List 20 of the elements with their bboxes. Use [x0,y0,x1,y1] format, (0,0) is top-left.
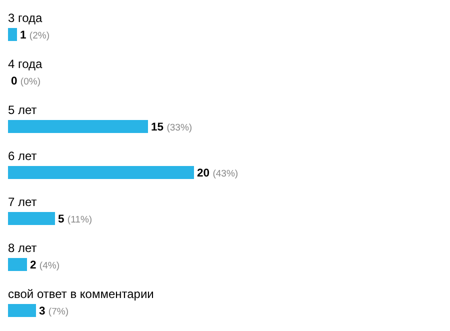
data-label: 20 (43%) [197,167,238,180]
data-label: 3 (7%) [39,305,69,318]
bar [8,28,17,41]
bar [8,120,148,133]
y-tick-label: 7 лет [8,195,38,209]
data-label: 5 (11%) [58,213,92,226]
y-tick-label: 8 лет [8,241,38,255]
bar [8,304,36,317]
y-tick-label: 3 года [8,11,43,25]
y-tick-label: 5 лет [8,103,38,117]
data-label: 1 (2%) [20,29,50,42]
data-label: 15 (33%) [151,121,192,134]
bar [8,166,194,179]
y-tick-label: свой ответ в комментарии [8,287,154,301]
bar [8,258,27,271]
y-tick-label: 4 года [8,57,43,71]
data-label: 0 (0%) [11,75,41,88]
data-label: 2 (4%) [30,259,60,272]
bar [8,212,55,225]
y-tick-label: 6 лет [8,149,38,163]
